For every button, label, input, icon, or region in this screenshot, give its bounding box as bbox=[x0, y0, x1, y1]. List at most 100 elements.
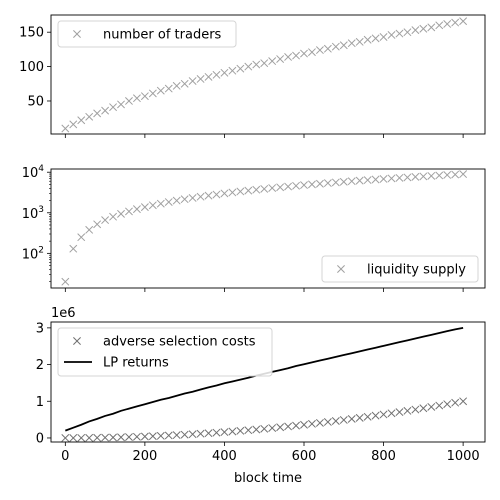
data-point bbox=[109, 212, 118, 221]
axes-frame bbox=[50, 14, 486, 135]
data-point bbox=[172, 196, 181, 205]
legend-box bbox=[321, 255, 479, 283]
data-point bbox=[252, 185, 261, 194]
data-point bbox=[379, 410, 388, 419]
data-point bbox=[387, 30, 396, 39]
y-tick-label: 100 bbox=[19, 60, 44, 75]
data-point bbox=[435, 21, 444, 30]
data-point bbox=[308, 180, 316, 189]
data-point bbox=[244, 62, 253, 71]
data-point bbox=[323, 44, 332, 53]
data-point bbox=[459, 397, 468, 406]
data-point bbox=[228, 66, 237, 75]
data-point bbox=[323, 179, 332, 188]
data-point bbox=[331, 417, 340, 425]
legend-marker bbox=[337, 265, 345, 273]
data-point bbox=[93, 109, 102, 118]
data-point bbox=[172, 431, 181, 440]
data-point bbox=[148, 432, 157, 441]
data-point bbox=[315, 418, 324, 427]
data-point bbox=[379, 33, 388, 41]
data-point bbox=[276, 55, 285, 63]
y-tick-label: 102 bbox=[22, 245, 44, 262]
data-point bbox=[411, 405, 420, 414]
data-point bbox=[331, 42, 340, 51]
legend-box bbox=[57, 20, 237, 48]
data-point bbox=[140, 92, 149, 101]
data-point bbox=[315, 46, 324, 55]
data-point bbox=[419, 172, 428, 181]
data-point bbox=[260, 59, 269, 68]
data-point bbox=[459, 17, 468, 26]
legend: adverse selection costs LP returns bbox=[57, 327, 273, 377]
data-point bbox=[101, 433, 110, 442]
data-point bbox=[411, 172, 420, 181]
data-point bbox=[220, 68, 229, 77]
data-point bbox=[355, 37, 364, 46]
data-point bbox=[93, 433, 102, 442]
data-point bbox=[371, 411, 380, 420]
data-point bbox=[355, 176, 364, 185]
data-point bbox=[300, 181, 308, 190]
panel-2: 102 103 104 liquidity supply bbox=[22, 164, 486, 292]
legend-label: number of traders bbox=[103, 28, 222, 43]
data-point bbox=[212, 428, 221, 437]
data-point bbox=[172, 81, 181, 90]
data-point bbox=[196, 75, 205, 83]
x-tick-label: 1000 bbox=[447, 449, 480, 464]
data-point bbox=[331, 178, 340, 187]
data-point bbox=[77, 433, 86, 442]
data-point bbox=[403, 173, 412, 182]
data-point bbox=[451, 18, 460, 27]
data-point bbox=[339, 41, 348, 50]
y-tick-label: 0 bbox=[36, 431, 44, 446]
legend-marker bbox=[73, 30, 81, 38]
data-point bbox=[419, 404, 428, 413]
data-point bbox=[140, 203, 149, 212]
data-point bbox=[387, 409, 396, 418]
data-point bbox=[69, 244, 78, 253]
legend-label: liquidity supply bbox=[367, 263, 466, 278]
data-point bbox=[252, 425, 261, 434]
data-point bbox=[125, 207, 133, 216]
data-point bbox=[188, 430, 197, 439]
data-point bbox=[117, 209, 125, 218]
data-point bbox=[451, 170, 460, 179]
data-point bbox=[403, 406, 412, 415]
data-point bbox=[69, 433, 78, 442]
data-point bbox=[427, 171, 436, 180]
data-point bbox=[196, 429, 205, 438]
data-point bbox=[300, 49, 308, 58]
data-point bbox=[363, 176, 372, 185]
legend-label: adverse selection costs bbox=[103, 335, 256, 350]
x-tick-label: 800 bbox=[371, 449, 396, 464]
data-point bbox=[268, 57, 277, 66]
data-point bbox=[85, 225, 94, 234]
x-axis-label: block time bbox=[234, 471, 302, 486]
data-point bbox=[188, 194, 197, 202]
data-point bbox=[260, 424, 269, 433]
data-point bbox=[300, 420, 308, 429]
data-point bbox=[77, 116, 86, 125]
data-point bbox=[252, 60, 261, 69]
axes-frame bbox=[50, 168, 486, 289]
data-point bbox=[443, 19, 452, 28]
data-point bbox=[292, 51, 300, 60]
data-point bbox=[125, 97, 133, 105]
data-point bbox=[156, 86, 165, 95]
data-point bbox=[85, 112, 94, 121]
data-point bbox=[379, 175, 388, 183]
data-point bbox=[236, 64, 245, 73]
data-point bbox=[164, 198, 173, 206]
data-point bbox=[140, 432, 149, 441]
data-point bbox=[276, 183, 285, 192]
data-point bbox=[443, 171, 452, 179]
data-point bbox=[109, 433, 118, 442]
data-point bbox=[387, 174, 396, 183]
data-point bbox=[109, 103, 118, 112]
y-tick-label: 103 bbox=[22, 205, 44, 222]
data-point bbox=[117, 433, 125, 442]
data-point bbox=[371, 175, 380, 184]
data-point bbox=[395, 29, 404, 38]
